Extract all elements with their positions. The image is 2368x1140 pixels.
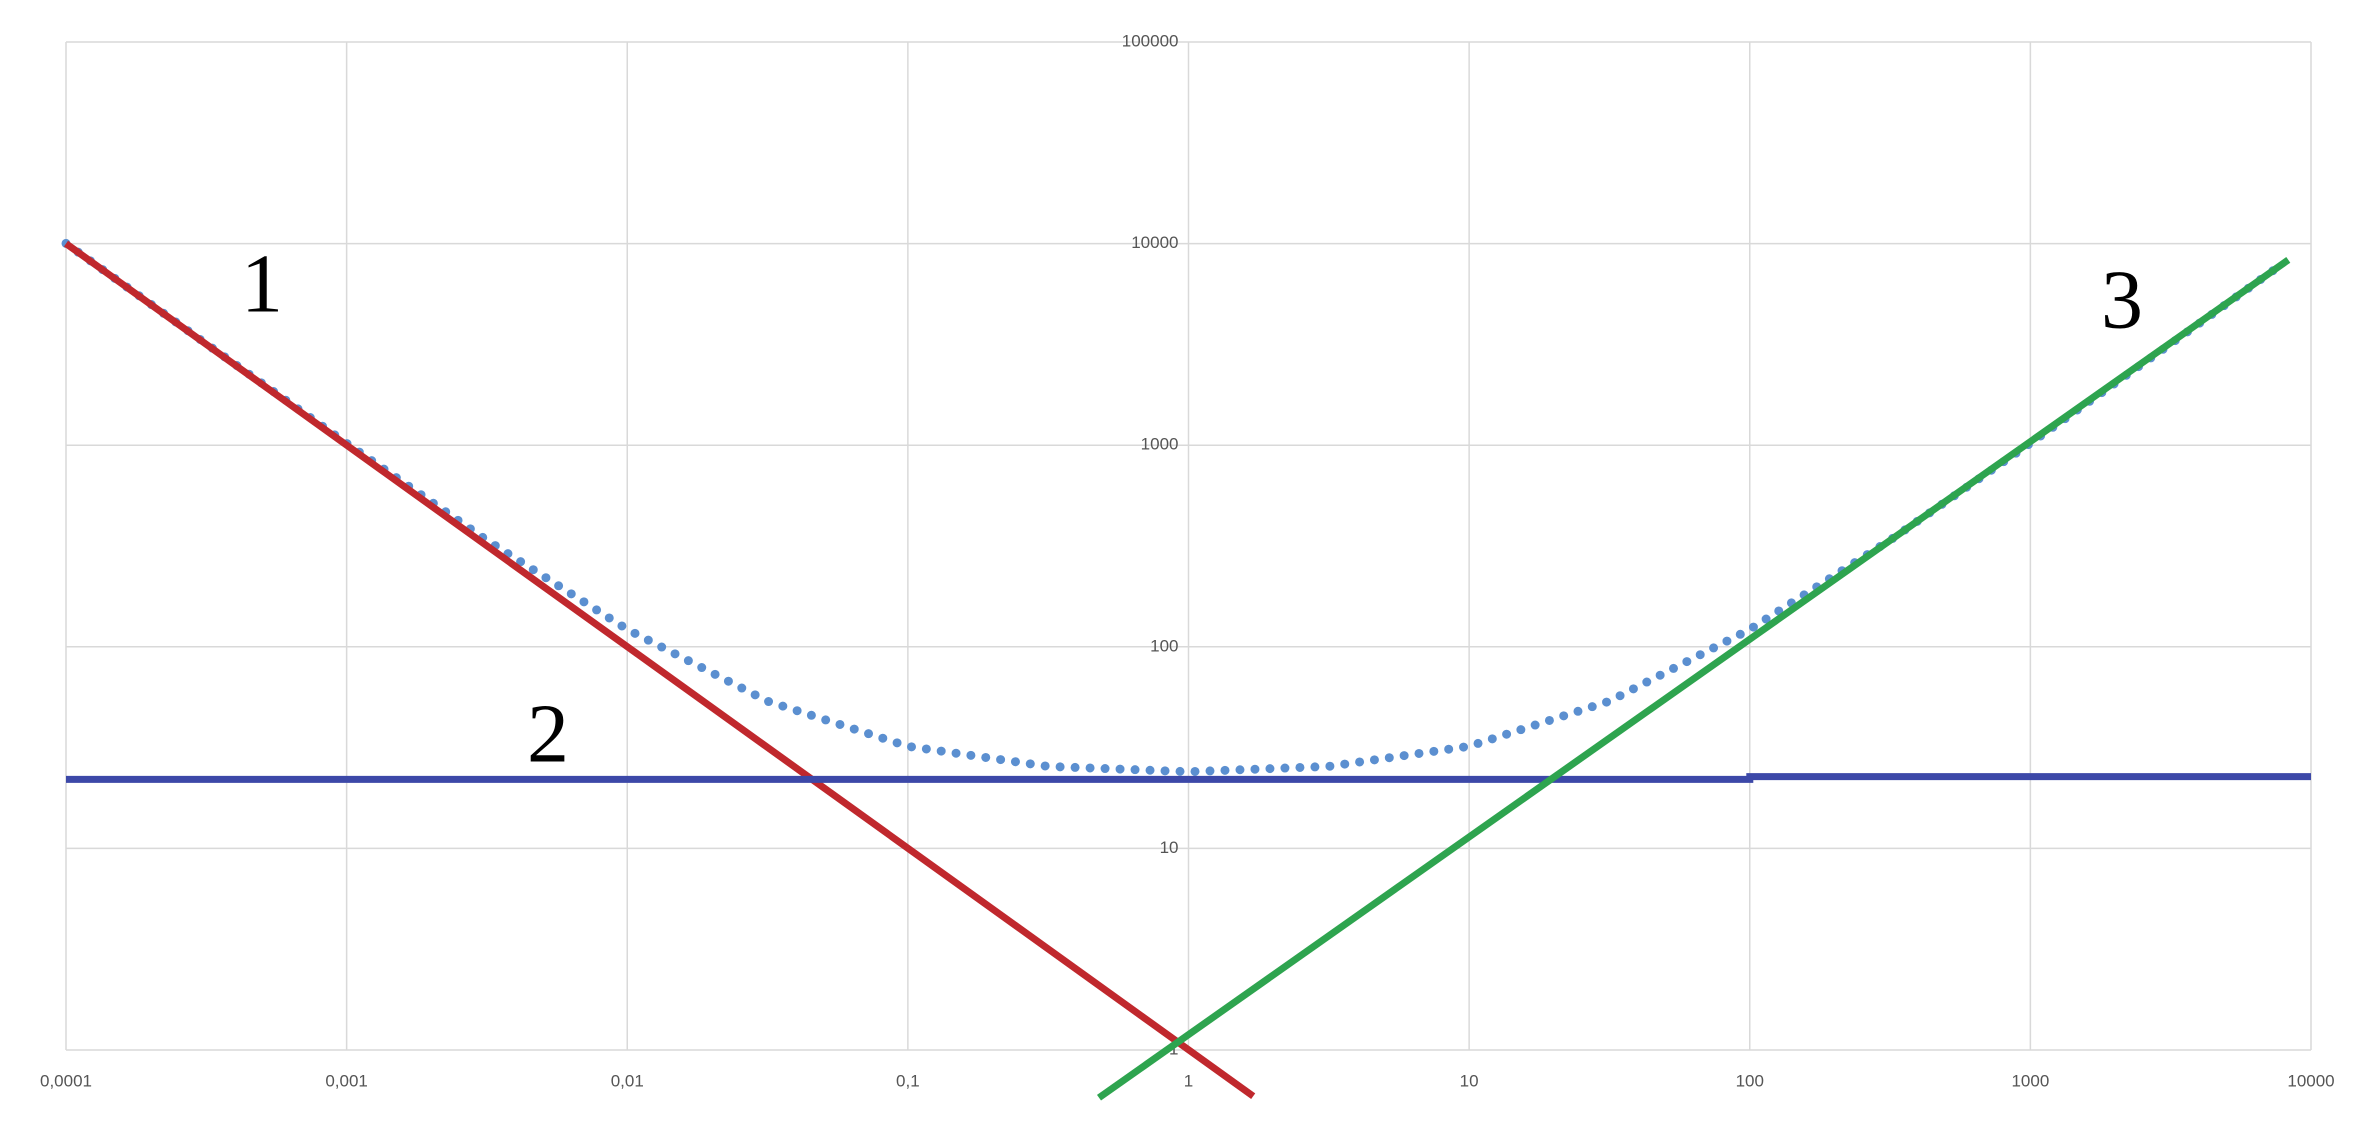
y-tick-label: 100: [1150, 636, 1178, 655]
y-tick-label: 100000: [1122, 31, 1179, 50]
series-line: [1096, 257, 2291, 1101]
x-tick-label: 1000: [2011, 1071, 2049, 1090]
series-line: [66, 773, 2311, 783]
series-line: [63, 240, 1256, 1100]
x-tick-label: 0,001: [325, 1071, 368, 1090]
x-tick-label: 0,01: [611, 1071, 644, 1090]
x-tick-label: 0,1: [896, 1071, 920, 1090]
annotation: 3: [2101, 253, 2143, 346]
series-line: [61, 238, 2289, 777]
x-tick-label: 0,0001: [40, 1071, 92, 1090]
x-tick-label: 100: [1736, 1071, 1764, 1090]
y-tick-label: 1000: [1141, 435, 1179, 454]
x-tick-label: 10000: [2287, 1071, 2334, 1090]
x-tick-label: 1: [1184, 1071, 1193, 1090]
annotation: 2: [527, 687, 569, 780]
y-tick-label: 10: [1160, 838, 1179, 857]
annotation: 1: [241, 237, 283, 330]
y-tick-label: 10000: [1131, 233, 1178, 252]
x-tick-label: 10: [1460, 1071, 1479, 1090]
